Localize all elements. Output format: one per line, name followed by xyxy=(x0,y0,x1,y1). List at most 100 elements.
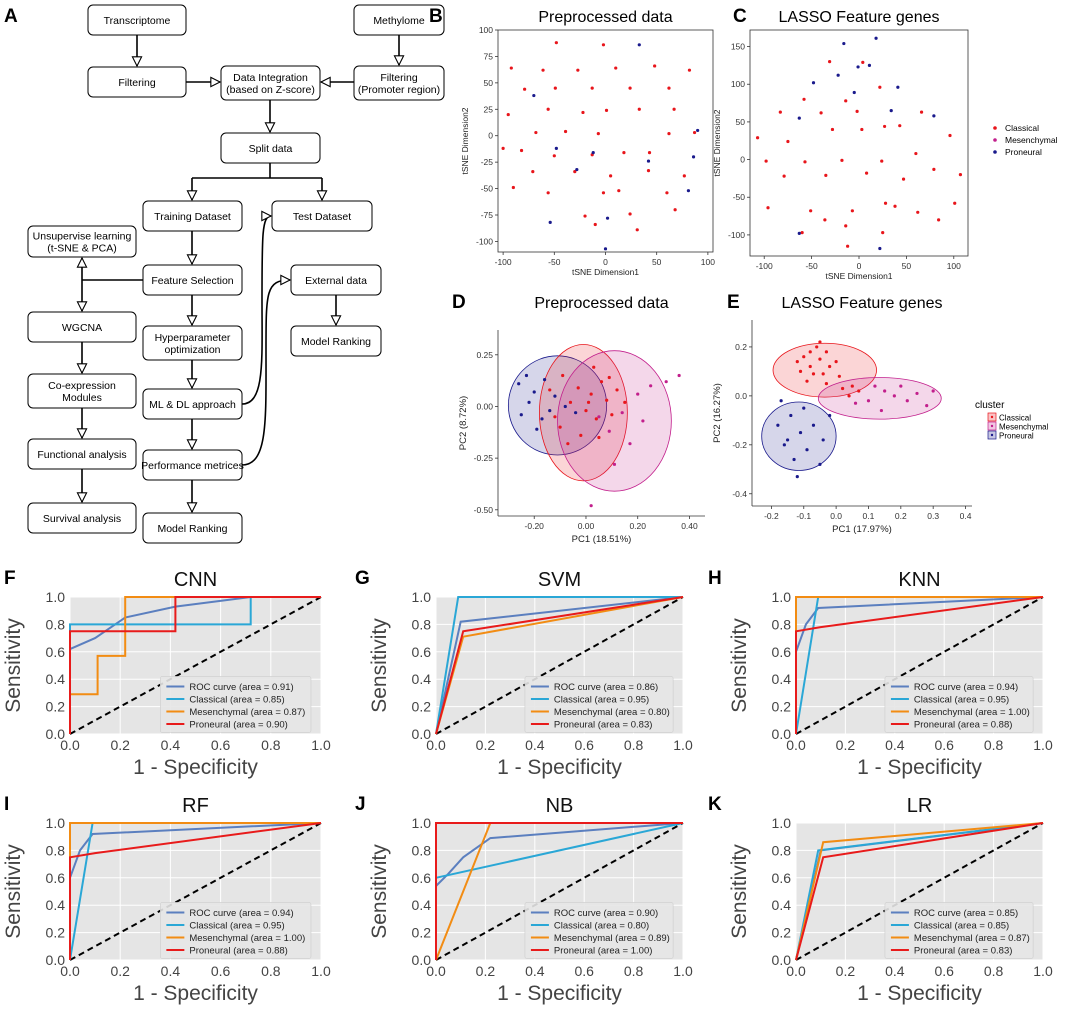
y-tick-label: 0.6 xyxy=(412,870,432,886)
x-tick-label: 0.6 xyxy=(934,737,954,753)
legend-label: Classical (area = 0.85) xyxy=(189,694,284,705)
chart-title: LR xyxy=(907,795,933,817)
panel-letter-f: F xyxy=(4,568,16,589)
x-tick-label: -100 xyxy=(495,257,512,267)
y-tick-label: 0.0 xyxy=(46,952,66,968)
legend-marker-classical xyxy=(993,126,997,130)
point-proneural xyxy=(603,247,608,251)
y-tick-label: -75 xyxy=(481,210,494,220)
x-tick-label: 0.8 xyxy=(261,963,281,979)
legend-label: ROC curve (area = 0.90) xyxy=(554,908,658,919)
point-classical xyxy=(682,174,686,178)
point-classical xyxy=(844,224,848,228)
x-axis-label: tSNE Dimension1 xyxy=(825,271,892,281)
panel-letters: A B C D E F G H I J K xyxy=(4,6,747,815)
y-tick-label: 0.8 xyxy=(412,616,432,632)
y-tick-label: 0.2 xyxy=(412,699,432,715)
legend-label: Proneural (area = 0.88) xyxy=(914,719,1013,730)
x-tick-label: 50 xyxy=(652,257,662,267)
flow-node-label: Data Integration xyxy=(233,72,308,84)
point-classical xyxy=(563,129,568,134)
point-classical xyxy=(916,210,920,214)
y-axis-label: Sensitivity xyxy=(368,618,391,713)
y-axis-label: Sensitivity xyxy=(728,844,751,939)
point-classical xyxy=(628,86,632,90)
point-classical xyxy=(819,111,823,115)
chart-f: CNN 0.00.0 0.2 0.2 0.4 0.4 0.6 0.6 0.8 0.8 1.0 1.0 R… xyxy=(2,569,331,779)
point-proneural xyxy=(591,151,595,155)
flow-node-label: Model Ranking xyxy=(157,523,227,535)
y-axis-label: PC2 (8.72%) xyxy=(458,396,469,450)
point-proneural xyxy=(821,438,825,442)
x-tick-label: 1.0 xyxy=(1033,737,1053,753)
legend-dot xyxy=(990,433,994,437)
point-classical xyxy=(803,160,807,164)
point-classical xyxy=(882,124,887,129)
point-classical xyxy=(860,127,864,132)
flow-node-perf: Performance metrices xyxy=(141,449,244,481)
x-tick-label: 0.4 xyxy=(525,737,545,753)
point-classical xyxy=(501,146,505,150)
flow-node-label: Training Dataset xyxy=(154,211,231,223)
chart-title: KNN xyxy=(898,569,940,591)
point-classical xyxy=(766,206,770,210)
flow-node-label: Transcriptome xyxy=(104,15,171,27)
point-proneural xyxy=(889,109,893,113)
y-tick-label: 1.0 xyxy=(46,589,66,605)
y-tick-label: 0.0 xyxy=(772,726,792,742)
legend-box xyxy=(884,902,1034,959)
x-tick-label: 1.0 xyxy=(673,963,693,979)
x-tick-label: 0.2 xyxy=(110,737,130,753)
point-proneural xyxy=(802,406,806,410)
point-classical xyxy=(614,66,618,70)
legend-label: Mesenchymal (area = 1.00) xyxy=(189,933,305,944)
legend-label: Mesenchymal (area = 0.87) xyxy=(914,933,1030,944)
point-classical xyxy=(847,394,851,398)
point-classical xyxy=(824,350,829,354)
point-classical xyxy=(824,382,829,386)
x-tick-label: 0.0 xyxy=(60,963,80,979)
x-tick-label: -0.20 xyxy=(525,521,545,531)
y-tick-label: 0.2 xyxy=(412,925,432,941)
chart-i: RF 0.00.0 0.2 0.2 0.4 0.4 0.6 0.6 0.8 0.8 1.0 1.0 RO… xyxy=(2,795,331,1005)
plot-frame xyxy=(749,29,969,257)
point-classical xyxy=(646,169,651,173)
legend-label: ROC curve (area = 0.85) xyxy=(914,908,1018,919)
chart-title: CNN xyxy=(174,569,217,591)
point-classical xyxy=(948,133,952,138)
roc-line-proneural xyxy=(69,596,321,734)
flow-node-transcriptome: Transcriptome xyxy=(87,4,187,36)
point-classical xyxy=(506,112,510,117)
roc-line-roc-curve xyxy=(69,822,322,879)
panel-letter-j: J xyxy=(355,794,366,815)
point-proneural xyxy=(540,417,544,421)
point-classical xyxy=(893,204,897,208)
roc-line-roc-curve xyxy=(435,822,684,887)
y-tick-label: 0.8 xyxy=(46,842,66,858)
point-classical xyxy=(861,60,865,64)
flow-node-wgcna: WGCNA xyxy=(27,311,137,343)
point-classical xyxy=(605,398,609,402)
point-proneural xyxy=(782,443,786,447)
point-classical xyxy=(901,177,906,181)
point-proneural xyxy=(811,81,816,85)
point-classical xyxy=(623,400,627,404)
point-classical xyxy=(953,201,957,205)
chance-diagonal xyxy=(69,822,322,961)
x-tick-label: 0.2 xyxy=(836,737,856,753)
y-tick-label: -0.4 xyxy=(732,489,747,499)
point-proneural xyxy=(811,423,816,427)
point-classical xyxy=(589,392,593,396)
chart-g: SVM 0.00.0 0.2 0.2 0.4 0.4 0.6 0.6 0.8 0.8 1.0 1.0 R… xyxy=(368,569,693,779)
y-tick-label: 0.4 xyxy=(772,897,792,913)
panel-letter-i: I xyxy=(4,794,9,815)
x-tick-label: 0.4 xyxy=(161,737,181,753)
point-classical xyxy=(541,68,545,72)
panel-letter-d: D xyxy=(452,292,466,313)
point-mesenchymal xyxy=(649,384,653,388)
point-classical xyxy=(601,191,606,195)
y-axis-label: PC2 (16.27%) xyxy=(712,383,723,443)
point-classical xyxy=(798,369,803,373)
point-classical xyxy=(637,107,641,111)
point-classical xyxy=(834,360,838,364)
